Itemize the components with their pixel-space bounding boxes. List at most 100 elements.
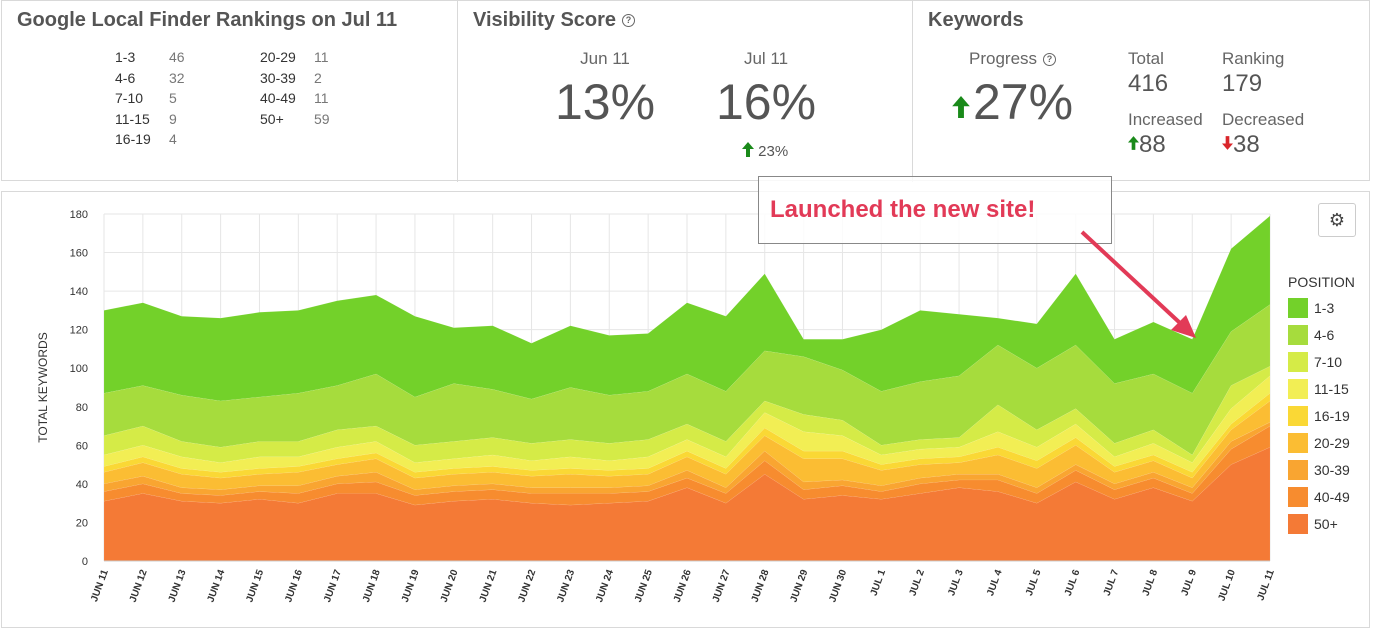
ranking-range: 20-29 [260, 49, 296, 65]
question-circle-icon[interactable]: ? [622, 14, 636, 28]
legend-swatch [1288, 460, 1308, 480]
legend-item[interactable]: 20-29 [1288, 433, 1350, 453]
legend-swatch [1288, 325, 1308, 345]
progress-label-text: Progress [969, 49, 1038, 68]
legend-label: 50+ [1314, 516, 1338, 532]
y-tick-label: 20 [76, 517, 88, 529]
y-tick-label: 40 [76, 479, 88, 491]
y-axis-title: TOTAL KEYWORDS [36, 332, 50, 442]
decreased-label: Decreased [1222, 110, 1305, 129]
summary-panel: Google Local Finder Rankings on Jul 11 1… [1, 0, 1371, 182]
y-tick-label: 180 [70, 209, 88, 221]
ranking-range: 11-15 [115, 110, 150, 127]
x-tick-label: JUN 27 [711, 568, 733, 604]
rankings-card: Google Local Finder Rankings on Jul 11 1… [2, 1, 457, 182]
ranking-count: 32 [169, 69, 185, 86]
visibility-card: Visibility Score? Jun 11 13% Jul 11 16% … [457, 1, 912, 182]
decreased-count: 38 [1233, 131, 1260, 158]
legend-item[interactable]: 11-15 [1288, 379, 1349, 399]
x-tick-label: JUN 14 [205, 568, 227, 604]
legend-swatch [1288, 433, 1308, 453]
x-tick-label: JUN 17 [322, 568, 344, 604]
total-label: Total [1128, 49, 1164, 68]
legend-item[interactable]: 1-3 [1288, 298, 1334, 318]
annotation-text: Launched the new site! [770, 196, 1036, 223]
legend-label: 40-49 [1314, 489, 1350, 505]
legend-item[interactable]: 16-19 [1288, 406, 1350, 426]
x-tick-label: JUL 7 [1102, 568, 1122, 598]
legend-label: 4-6 [1314, 327, 1335, 343]
decreased-value: 38 [1222, 131, 1260, 159]
visibility-change-value: 23% [758, 143, 789, 160]
y-tick-label: 80 [76, 402, 88, 414]
visibility-title-text: Visibility Score [473, 9, 617, 31]
arrow-down-icon [1222, 136, 1233, 150]
legend-swatch [1288, 406, 1308, 426]
x-tick-label: JUN 12 [128, 568, 150, 604]
x-tick-label: JUN 30 [827, 568, 849, 604]
x-tick-label: JUL 6 [1063, 568, 1083, 598]
increased-value: 88 [1128, 131, 1166, 159]
legend-swatch [1288, 352, 1308, 372]
y-tick-label: 160 [70, 248, 88, 260]
x-tick-label: JUN 25 [633, 568, 655, 604]
x-tick-label: JUN 26 [672, 568, 694, 604]
ranking-label: Ranking [1222, 49, 1285, 68]
x-tick-label: JUN 13 [167, 568, 189, 604]
gear-icon[interactable]: ⚙ [1318, 203, 1356, 237]
legend-swatch [1288, 379, 1308, 399]
ranking-range: 50+ [260, 110, 284, 127]
x-tick-label: JUN 11 [89, 568, 111, 604]
legend-label: 20-29 [1314, 435, 1350, 451]
keywords-card: Keywords Progress? 27% Total 416 Ranking… [912, 1, 1371, 182]
x-tick-label: JUN 16 [283, 568, 305, 604]
legend-item[interactable]: 50+ [1288, 514, 1338, 534]
x-tick-label: JUN 18 [361, 568, 383, 604]
x-tick-label: JUL 11 [1256, 568, 1277, 602]
increased-count: 88 [1139, 131, 1166, 158]
ranking-range: 16-19 [115, 131, 151, 147]
annotation-box [758, 176, 1112, 244]
prev-date-label: Jun 11 [580, 49, 630, 68]
legend-item[interactable]: 40-49 [1288, 487, 1350, 507]
curr-visibility-value: 16% [715, 74, 817, 130]
x-tick-label: JUL 1 [869, 568, 889, 598]
x-tick-label: JUL 4 [985, 568, 1005, 598]
y-tick-label: 0 [82, 556, 88, 568]
legend-label: 7-10 [1314, 354, 1343, 370]
ranking-count: 11 [314, 90, 329, 106]
x-tick-label: JUN 24 [594, 568, 616, 604]
legend-label: 16-19 [1314, 408, 1350, 424]
legend-item[interactable]: 4-6 [1288, 325, 1334, 345]
rankings-title: Google Local Finder Rankings on Jul 11 [17, 9, 398, 31]
legend-item[interactable]: 7-10 [1288, 352, 1342, 372]
ranking-range: 7-10 [115, 90, 144, 106]
increased-label: Increased [1128, 110, 1203, 129]
ranking-range: 1-3 [115, 49, 136, 65]
progress-value: 27% [973, 74, 1074, 130]
question-circle-icon[interactable]: ? [1043, 53, 1057, 67]
legend-swatch [1288, 514, 1308, 534]
ranking-count: 4 [169, 131, 177, 147]
x-tick-label: JUN 23 [555, 568, 577, 604]
x-tick-label: JUN 21 [478, 568, 500, 604]
ranking-count: 11 [314, 49, 329, 65]
legend-title: POSITION [1288, 274, 1355, 290]
ranking-range: 30-39 [260, 69, 296, 86]
x-tick-label: JUL 10 [1216, 568, 1238, 603]
x-tick-label: JUL 2 [907, 568, 927, 598]
arrow-up-icon [1128, 136, 1139, 150]
ranking-range: 40-49 [260, 90, 296, 106]
y-tick-label: 60 [76, 440, 88, 452]
curr-date-label: Jul 11 [743, 49, 789, 68]
legend-item[interactable]: 30-39 [1288, 460, 1350, 480]
ranking-count: 5 [169, 90, 177, 106]
x-tick-label: JUN 20 [439, 568, 461, 604]
x-tick-label: JUN 28 [750, 568, 772, 604]
ranking-value: 179 [1222, 70, 1263, 97]
x-tick-label: JUL 3 [946, 568, 966, 598]
legend-label: 30-39 [1314, 462, 1350, 478]
ranking-count: 9 [169, 110, 177, 127]
ranking-count: 59 [314, 110, 330, 127]
